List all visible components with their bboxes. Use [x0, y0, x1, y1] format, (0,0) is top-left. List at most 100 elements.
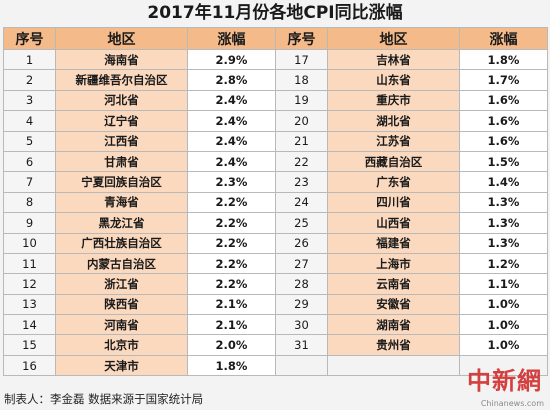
row-number: 8 [3, 191, 56, 214]
row-rate: 2.2% [187, 252, 276, 275]
row-number: 7 [3, 171, 56, 193]
row-rate: 1.0% [459, 334, 548, 356]
row-region: 甘肃省 [55, 150, 188, 173]
row-region: 吉林省 [327, 48, 460, 71]
table-row: 7 宁夏回族自治区 2.3% 23 广东省 1.4% [3, 171, 548, 193]
row-number: 19 [275, 89, 328, 112]
table-row: 5 江西省 2.4% 21 江苏省 1.6% [3, 130, 548, 152]
row-rate: 2.2% [187, 273, 276, 295]
header-rate-right: 涨幅 [459, 27, 548, 50]
row-region: 新疆维吾尔自治区 [55, 69, 188, 91]
row-region: 湖南省 [327, 314, 460, 336]
header-num-left: 序号 [3, 27, 56, 50]
row-number: 1 [3, 48, 56, 71]
row-region: 四川省 [327, 191, 460, 214]
table-row: 3 河北省 2.4% 19 重庆市 1.6% [3, 89, 548, 112]
row-rate: 1.0% [459, 293, 548, 316]
table-row: 4 辽宁省 2.4% 20 湖北省 1.6% [3, 110, 548, 132]
cpi-table: 序号 地区 涨幅 序号 地区 涨幅 1 海南省 2.9% 17 吉林省 1.8% 2 新疆维吾… [3, 27, 548, 377]
row-number: 18 [275, 69, 328, 91]
table-row: 11 内蒙古自治区 2.2% 27 上海市 1.2% [3, 252, 548, 275]
row-rate: 2.8% [187, 69, 276, 91]
table-row: 10 广西壮族自治区 2.2% 26 福建省 1.3% [3, 232, 548, 254]
table-row: 6 甘肃省 2.4% 22 西藏自治区 1.5% [3, 150, 548, 173]
row-number: 11 [3, 252, 56, 275]
footer-note: 制表人：李金磊 数据来源于国家统计局 [4, 392, 204, 406]
row-region: 山西省 [327, 212, 460, 234]
row-rate: 1.3% [459, 232, 548, 254]
row-number: 29 [275, 293, 328, 316]
row-region: 西藏自治区 [327, 150, 460, 173]
table-row: 13 陕西省 2.1% 29 安徽省 1.0% [3, 293, 548, 316]
row-number: 6 [3, 150, 56, 173]
row-rate: 1.1% [459, 273, 548, 295]
row-number: 10 [3, 232, 56, 254]
header-row: 序号 地区 涨幅 序号 地区 涨幅 [3, 27, 548, 50]
table-row: 8 青海省 2.2% 24 四川省 1.3% [3, 191, 548, 214]
row-region: 辽宁省 [55, 110, 188, 132]
row-region: 北京市 [55, 334, 188, 356]
row-region: 重庆市 [327, 89, 460, 112]
row-rate: 1.0% [459, 314, 548, 336]
row-rate: 2.2% [187, 232, 276, 254]
row-region: 陕西省 [55, 293, 188, 316]
row-region: 天津市 [55, 354, 188, 377]
row-rate: 2.4% [187, 110, 276, 132]
row-rate: 2.9% [187, 48, 276, 71]
row-rate: 2.3% [187, 171, 276, 193]
row-number: 24 [275, 191, 328, 214]
row-region: 内蒙古自治区 [55, 252, 188, 275]
row-region: 湖北省 [327, 110, 460, 132]
empty-cell [327, 354, 460, 377]
row-rate: 1.4% [459, 171, 548, 193]
row-rate: 2.0% [187, 334, 276, 356]
header-num-right: 序号 [275, 27, 328, 50]
row-number: 28 [275, 273, 328, 295]
row-number: 20 [275, 110, 328, 132]
row-number: 13 [3, 293, 56, 316]
row-rate: 1.8% [187, 354, 276, 377]
row-number: 23 [275, 171, 328, 193]
row-region: 浙江省 [55, 273, 188, 295]
row-region: 安徽省 [327, 293, 460, 316]
row-region: 广西壮族自治区 [55, 232, 188, 254]
chinanews-url: Chinanews.com [480, 399, 544, 408]
row-rate: 1.3% [459, 191, 548, 214]
row-number: 5 [3, 130, 56, 152]
table-title: 2017年11月份各地CPI同比涨幅 [147, 3, 403, 23]
row-number: 30 [275, 314, 328, 336]
row-number: 21 [275, 130, 328, 152]
row-number: 25 [275, 212, 328, 234]
row-rate: 2.4% [187, 150, 276, 173]
row-region: 广东省 [327, 171, 460, 193]
table-row: 15 北京市 2.0% 31 贵州省 1.0% [3, 334, 548, 356]
row-region: 海南省 [55, 48, 188, 71]
row-rate: 2.4% [187, 89, 276, 112]
empty-cell [275, 354, 328, 377]
row-region: 宁夏回族自治区 [55, 171, 188, 193]
row-region: 青海省 [55, 191, 188, 214]
row-region: 黑龙江省 [55, 212, 188, 234]
empty-cell [459, 354, 548, 377]
row-number: 4 [3, 110, 56, 132]
header-rate-left: 涨幅 [187, 27, 276, 50]
table-row: 9 黑龙江省 2.2% 25 山西省 1.3% [3, 212, 548, 234]
row-region: 河南省 [55, 314, 188, 336]
row-rate: 1.6% [459, 89, 548, 112]
row-rate: 2.1% [187, 314, 276, 336]
row-rate: 1.6% [459, 110, 548, 132]
row-rate: 2.2% [187, 212, 276, 234]
row-rate: 1.5% [459, 150, 548, 173]
row-number: 9 [3, 212, 56, 234]
row-region: 河北省 [55, 89, 188, 112]
table-row: 12 浙江省 2.2% 28 云南省 1.1% [3, 273, 548, 295]
row-region: 福建省 [327, 232, 460, 254]
table-row: 2 新疆维吾尔自治区 2.8% 18 山东省 1.7% [3, 69, 548, 91]
row-rate: 1.2% [459, 252, 548, 275]
row-number: 22 [275, 150, 328, 173]
row-number: 15 [3, 334, 56, 356]
header-region-right: 地区 [327, 27, 460, 50]
chinanews-logo: 中新網 [467, 366, 542, 395]
row-rate: 2.2% [187, 191, 276, 214]
row-number: 12 [3, 273, 56, 295]
